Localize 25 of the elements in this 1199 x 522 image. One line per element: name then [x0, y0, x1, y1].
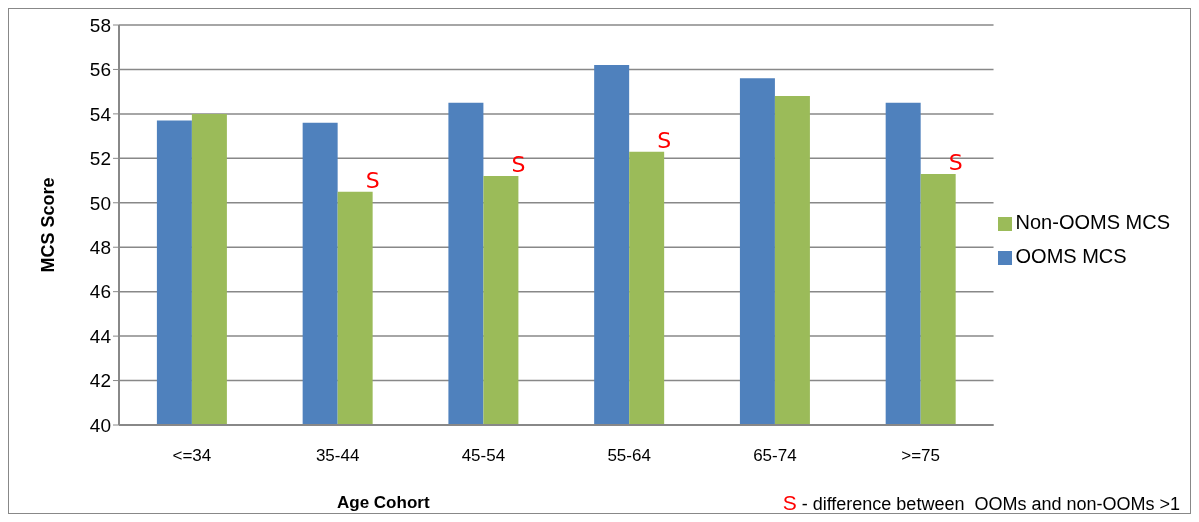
text: S - difference between OOMs and non-OOMs >1 [782, 491, 1180, 514]
x-tick-label: 35-44 [315, 446, 360, 466]
x-axis-title: Age Cohort [337, 493, 430, 513]
x-tick-label: >=75 [901, 446, 941, 466]
x-tick-label: 55-64 [607, 446, 651, 466]
legend-label: Non-OOMS MCS [1015, 211, 1170, 233]
y-tick-label: 52 [89, 148, 111, 170]
x-tick-label: 65-74 [753, 446, 797, 466]
y-tick-label: 50 [89, 192, 111, 214]
legend-label: OOMS MCS [1015, 245, 1127, 267]
y-tick-label: 44 [89, 325, 112, 347]
y-tick-label: 54 [89, 103, 112, 125]
y-tick-label: 56 [89, 59, 111, 81]
x-tick-label: 45-54 [461, 446, 506, 466]
annotation: S [511, 152, 526, 178]
y-tick-label: 42 [89, 370, 111, 392]
y-tick-label: 58 [89, 14, 111, 36]
annotation: S [948, 149, 963, 175]
annotation: S [365, 167, 380, 193]
x-tick-label: <=34 [172, 446, 212, 466]
y-axis-title: MCS Score [38, 177, 59, 273]
y-tick-label: 46 [89, 281, 111, 303]
y-tick-label: 48 [89, 236, 111, 258]
y-tick-label: 40 [89, 414, 111, 436]
annotation: S [657, 127, 672, 153]
